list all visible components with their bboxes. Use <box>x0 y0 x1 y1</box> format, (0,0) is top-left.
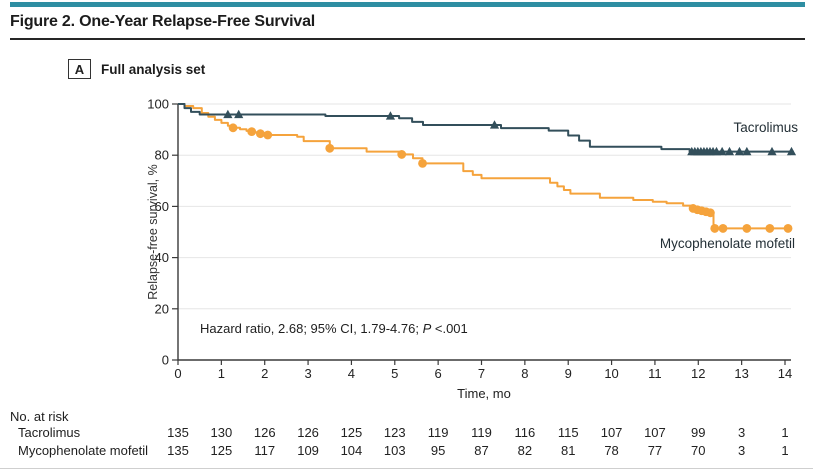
x-tick-label: 12 <box>691 366 705 381</box>
x-tick-label: 10 <box>604 366 618 381</box>
risk-value: 115 <box>558 425 579 440</box>
risk-value: 109 <box>297 443 319 458</box>
y-tick-label: 60 <box>155 199 169 214</box>
risk-value: 103 <box>384 443 406 458</box>
censor-mark-circle <box>255 129 265 139</box>
risk-table-header: No. at risk <box>10 409 69 424</box>
x-tick-label: 4 <box>348 366 355 381</box>
risk-value: 77 <box>648 443 662 458</box>
x-tick-label: 14 <box>778 366 792 381</box>
risk-value: 125 <box>211 443 233 458</box>
censor-mark-triangle <box>724 146 735 156</box>
censor-mark-triangle <box>489 120 500 129</box>
risk-value: 87 <box>474 443 488 458</box>
censor-mark-circle <box>228 123 238 133</box>
figure-title: Figure 2. One-Year Relapse-Free Survival <box>10 13 316 30</box>
accent-bar <box>10 2 805 7</box>
survival-curve-tacrolimus <box>178 103 794 153</box>
censor-mark-circle <box>397 150 407 159</box>
x-tick-label: 3 <box>304 366 311 381</box>
y-axis-label: Relapse-free survival, % <box>146 164 160 300</box>
y-tick-label: 0 <box>162 353 169 368</box>
censor-mark-circle <box>263 130 273 140</box>
hazard-ratio-annotation: Hazard ratio, 2.68; 95% CI, 1.79-4.76; P… <box>200 321 468 336</box>
hazard-ratio-text: Hazard ratio, 2.68; 95% CI, 1.79-4.76; <box>200 321 423 336</box>
risk-value: 107 <box>644 425 666 440</box>
risk-value: 119 <box>471 425 492 440</box>
censor-mark-circle <box>706 208 715 218</box>
panel-title: Full analysis set <box>101 61 206 77</box>
risk-value: 107 <box>601 425 623 440</box>
risk-value: 126 <box>254 425 276 440</box>
risk-value: 119 <box>428 425 449 440</box>
censor-mark-triangle <box>234 109 244 119</box>
risk-value: 1 <box>781 425 788 440</box>
x-tick-label: 2 <box>261 366 268 381</box>
censor-mark-circle <box>325 143 335 153</box>
y-tick-label: 20 <box>155 301 169 316</box>
censor-mark-triangle <box>717 146 727 156</box>
risk-row-label-tacrolimus: Tacrolimus <box>18 425 81 440</box>
y-tick-label: 100 <box>147 97 169 112</box>
censor-mark-triangle <box>786 146 797 156</box>
censor-mark-circle <box>783 224 793 233</box>
censor-mark-circle <box>765 224 775 233</box>
risk-value: 130 <box>211 425 233 440</box>
x-tick-label: 7 <box>478 366 485 381</box>
x-tick-label: 5 <box>391 366 398 381</box>
x-tick-label: 13 <box>734 366 748 381</box>
censor-mark-triangle <box>742 146 752 156</box>
risk-value: 78 <box>604 443 618 458</box>
censor-mark-triangle <box>223 109 233 119</box>
risk-value: 125 <box>341 425 363 440</box>
risk-row-label-mycophenolate: Mycophenolate mofetil <box>18 443 149 458</box>
y-tick-label: 80 <box>155 148 169 163</box>
risk-value: 99 <box>691 425 705 440</box>
p-value-text: <.001 <box>431 321 468 336</box>
x-tick-label: 6 <box>435 366 442 381</box>
x-axis-label: Time, mo <box>457 386 511 401</box>
x-tick-label: 11 <box>648 366 662 381</box>
risk-value: 117 <box>254 443 275 458</box>
risk-value: 104 <box>341 443 363 458</box>
censor-mark-circle <box>710 224 720 233</box>
risk-value: 135 <box>167 425 189 440</box>
mycophenolate-curve-label: Mycophenolate mofetil <box>659 236 795 251</box>
y-tick-label: 40 <box>155 250 169 265</box>
censor-mark-circle <box>418 158 427 168</box>
title-divider <box>10 38 805 40</box>
survival-curve-mycophenolate <box>178 103 790 230</box>
x-tick-label: 8 <box>521 366 528 381</box>
bottom-divider <box>0 468 813 469</box>
censor-mark-circle <box>718 224 728 233</box>
p-symbol: P <box>422 321 432 336</box>
risk-value: 1 <box>781 443 788 458</box>
risk-value: 135 <box>167 443 189 458</box>
censor-mark-triangle <box>385 111 396 120</box>
x-tick-label: 9 <box>565 366 572 381</box>
risk-value: 82 <box>518 443 532 458</box>
risk-value: 126 <box>297 425 319 440</box>
x-tick-label: 1 <box>218 366 225 381</box>
x-tick-label: 0 <box>174 366 181 381</box>
risk-value: 3 <box>738 425 745 440</box>
censor-mark-circle <box>247 127 257 137</box>
risk-value: 81 <box>561 443 575 458</box>
panel-a-badge: A <box>68 59 91 79</box>
risk-value: 70 <box>691 443 705 458</box>
panel-header: A Full analysis set <box>68 59 205 79</box>
risk-value: 123 <box>384 425 406 440</box>
censor-mark-triangle <box>734 146 745 156</box>
censor-mark-triangle <box>767 146 777 156</box>
risk-value: 116 <box>514 425 535 440</box>
tacrolimus-curve-label: Tacrolimus <box>733 120 798 135</box>
risk-value: 95 <box>431 443 445 458</box>
risk-value: 3 <box>738 443 745 458</box>
censor-mark-circle <box>742 224 752 233</box>
